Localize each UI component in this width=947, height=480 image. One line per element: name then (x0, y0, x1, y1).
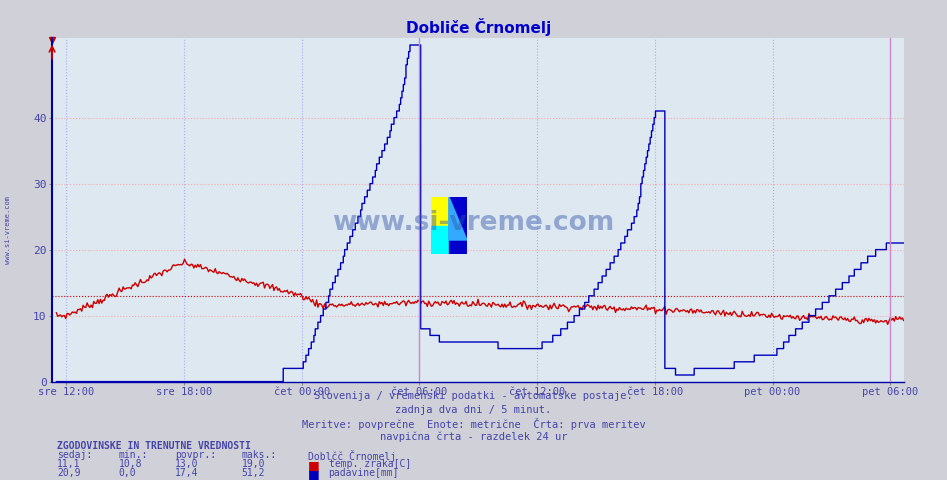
Title: Dobliče Črnomelj: Dobliče Črnomelj (405, 18, 551, 36)
Text: 20,9: 20,9 (57, 468, 80, 478)
Text: Doblčč Črnomelj: Doblčč Črnomelj (308, 450, 396, 462)
Text: Slovenija / vremenski podatki - avtomatske postaje.: Slovenija / vremenski podatki - avtomats… (314, 391, 633, 401)
Text: zadnja dva dni / 5 minut.: zadnja dva dni / 5 minut. (396, 405, 551, 415)
Text: 51,2: 51,2 (241, 468, 265, 478)
Text: 17,4: 17,4 (175, 468, 199, 478)
Text: ■: ■ (308, 459, 319, 472)
Text: Meritve: povprečne  Enote: metrične  Črta: prva meritev: Meritve: povprečne Enote: metrične Črta:… (302, 418, 645, 430)
Text: 13,0: 13,0 (175, 459, 199, 469)
Bar (431, 226, 449, 254)
Text: 19,0: 19,0 (241, 459, 265, 469)
Text: maks.:: maks.: (241, 450, 277, 460)
Text: 10,8: 10,8 (118, 459, 142, 469)
Bar (449, 197, 467, 254)
Text: povpr.:: povpr.: (175, 450, 216, 460)
Text: www.si-vreme.com: www.si-vreme.com (332, 210, 615, 236)
Bar (431, 197, 449, 226)
Text: ZGODOVINSKE IN TRENUTNE VREDNOSTI: ZGODOVINSKE IN TRENUTNE VREDNOSTI (57, 441, 251, 451)
Text: sedaj:: sedaj: (57, 450, 92, 460)
Text: min.:: min.: (118, 450, 148, 460)
Text: padavine[mm]: padavine[mm] (329, 468, 399, 478)
Polygon shape (449, 197, 467, 240)
Text: 11,1: 11,1 (57, 459, 80, 469)
Text: 0,0: 0,0 (118, 468, 136, 478)
Text: navpična črta - razdelek 24 ur: navpična črta - razdelek 24 ur (380, 432, 567, 442)
Text: temp. zraka[C]: temp. zraka[C] (329, 459, 411, 469)
Text: www.si-vreme.com: www.si-vreme.com (5, 196, 10, 264)
Text: ■: ■ (308, 468, 319, 480)
